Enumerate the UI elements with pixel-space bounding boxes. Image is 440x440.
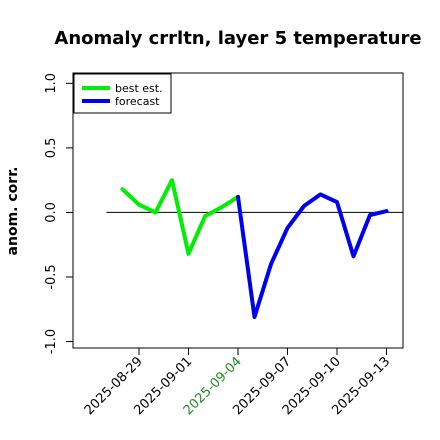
chart-title: Anomaly crrltn, layer 5 temperature (54, 28, 421, 49)
legend-box (73, 73, 172, 114)
legend-label-forecast: forecast (115, 95, 160, 108)
series-layer (120, 178, 389, 319)
legend-label-best-est: best est. (115, 82, 163, 95)
y-tick-label: -0.5 (44, 264, 59, 289)
y-tick-label: 0.0 (44, 202, 59, 223)
series-line-forecast (236, 192, 389, 319)
y-axis-label: anom. corr. (5, 167, 21, 256)
series-line-best-est (120, 178, 240, 256)
y-tick-label: -1.0 (44, 329, 59, 354)
y-tick-label: 0.5 (44, 138, 59, 159)
legend: best est. forecast (73, 73, 172, 114)
y-tick-label: 1.0 (44, 73, 59, 94)
